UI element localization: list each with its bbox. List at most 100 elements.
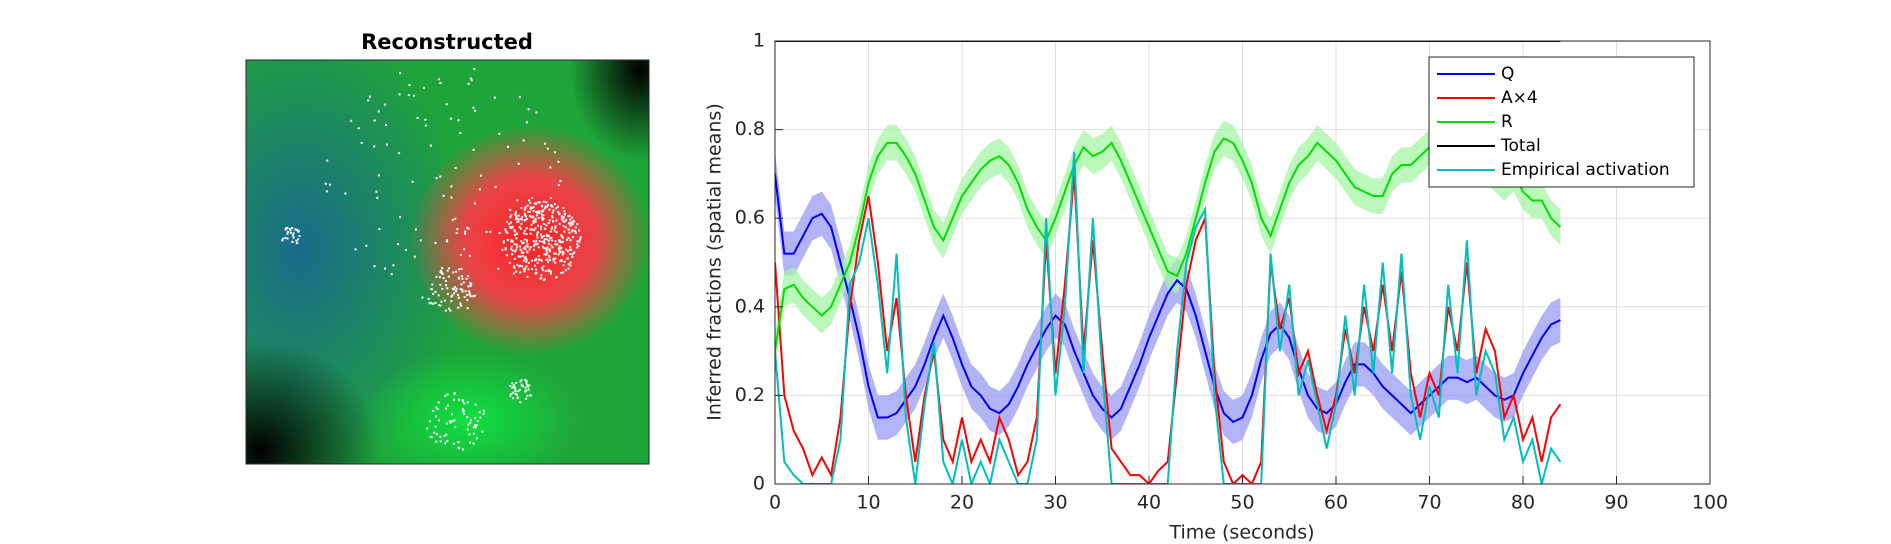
spot: [519, 218, 522, 221]
spot: [467, 423, 470, 426]
spot: [469, 283, 472, 286]
spot: [559, 179, 562, 182]
spot: [549, 250, 552, 253]
spot: [562, 217, 565, 220]
spot: [555, 276, 558, 279]
spot: [481, 430, 484, 433]
spot: [511, 382, 514, 385]
spot: [515, 270, 518, 273]
spot: [354, 248, 357, 251]
spot: [291, 234, 294, 237]
spot: [437, 401, 440, 404]
spot: [524, 267, 527, 270]
spot: [541, 219, 544, 222]
spot: [515, 393, 518, 396]
spot: [439, 304, 442, 307]
spot: [357, 127, 360, 130]
spot: [558, 212, 561, 215]
spot: [453, 288, 456, 291]
spot: [433, 431, 436, 434]
spot: [482, 412, 485, 415]
spot: [526, 204, 529, 207]
spot: [569, 246, 572, 249]
spot: [561, 240, 564, 243]
spot: [523, 247, 526, 250]
spot: [457, 446, 460, 449]
spot: [567, 267, 570, 270]
x-tick-label: 30: [1043, 492, 1067, 514]
spot: [542, 209, 545, 212]
spot: [473, 424, 476, 427]
spot: [555, 207, 558, 210]
spot: [513, 229, 516, 232]
spot: [524, 248, 527, 251]
spot: [522, 139, 525, 142]
spot: [552, 257, 555, 260]
spot: [430, 288, 433, 291]
spot: [506, 231, 509, 234]
spot: [511, 226, 514, 229]
spot: [478, 188, 481, 191]
spot: [541, 215, 544, 218]
spot: [464, 230, 467, 233]
spot: [514, 210, 517, 213]
spot: [531, 197, 534, 200]
spot: [422, 86, 425, 89]
spot: [514, 250, 517, 253]
spot: [526, 251, 529, 254]
x-tick-label: 70: [1417, 492, 1441, 514]
spot: [297, 238, 300, 241]
spot: [513, 266, 516, 269]
spot: [571, 229, 574, 232]
spot: [544, 205, 547, 208]
spot: [569, 239, 572, 242]
spot: [520, 379, 523, 382]
spot: [522, 268, 525, 271]
spot: [538, 240, 541, 243]
spot: [466, 294, 469, 297]
spot: [442, 277, 445, 280]
y-tick-label: 0.8: [735, 118, 765, 140]
spot: [502, 241, 505, 244]
spot: [530, 228, 533, 231]
y-tick-label: 1: [753, 30, 765, 52]
spot: [453, 419, 456, 422]
spot: [289, 231, 292, 234]
spot: [461, 408, 464, 411]
spot: [535, 210, 538, 213]
spot: [527, 108, 530, 111]
spot: [519, 401, 522, 404]
y-tick-label: 0: [753, 473, 765, 495]
spot: [547, 268, 550, 271]
spot: [540, 213, 543, 216]
spot: [564, 226, 567, 229]
spot: [450, 117, 453, 120]
spot: [458, 398, 461, 401]
spot: [468, 433, 471, 436]
spot: [435, 440, 438, 443]
spot: [513, 386, 516, 389]
spot: [550, 244, 553, 247]
spot: [476, 420, 479, 423]
spot: [525, 217, 528, 220]
spot: [457, 119, 460, 122]
spot: [567, 222, 570, 225]
spot: [516, 218, 519, 221]
spot: [540, 236, 543, 239]
spot: [514, 213, 517, 216]
spot: [540, 204, 543, 207]
spot: [466, 428, 469, 431]
spot: [563, 260, 566, 263]
spot: [383, 267, 386, 270]
spot: [439, 440, 442, 443]
x-tick-label: 10: [856, 492, 880, 514]
spot: [520, 206, 523, 209]
spot: [523, 238, 526, 241]
legend-label: R: [1501, 112, 1513, 132]
spot: [515, 381, 518, 384]
spot: [533, 229, 536, 232]
spot: [523, 269, 526, 272]
spot: [539, 228, 542, 231]
spot: [529, 206, 532, 209]
spot: [515, 232, 518, 235]
